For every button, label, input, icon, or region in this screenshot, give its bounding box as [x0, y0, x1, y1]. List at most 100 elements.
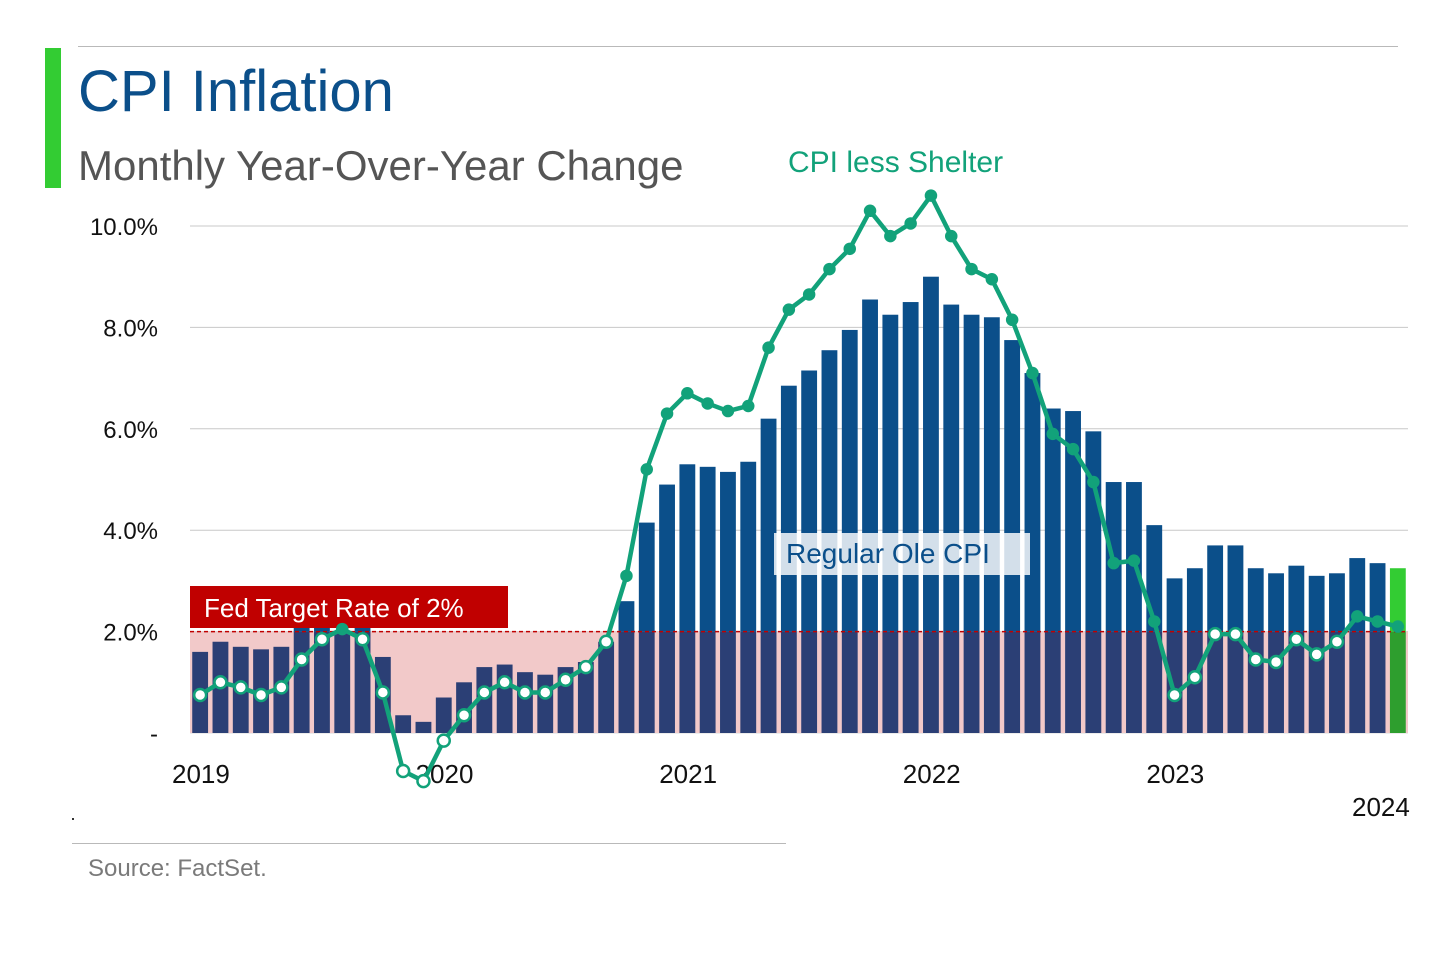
- bar-below-target: [1308, 631, 1325, 733]
- x-tick-label: 2022: [903, 759, 961, 789]
- bar: [983, 317, 1000, 632]
- bar: [1004, 340, 1021, 632]
- bar-series-label: Regular Ole CPI: [786, 538, 990, 569]
- line-point: [701, 397, 714, 410]
- bar-below-target: [1044, 631, 1061, 733]
- bar-below-target: [882, 631, 899, 733]
- bar: [293, 626, 310, 632]
- bar-below-target: [841, 631, 858, 733]
- bar-below-target: [1369, 631, 1386, 733]
- top-rule: [78, 46, 1398, 47]
- y-tick-label: 10.0%: [90, 214, 158, 241]
- source-note: Source: FactSet.: [88, 855, 267, 882]
- bar-below-target: [1349, 631, 1366, 733]
- line-point: [192, 687, 208, 703]
- y-tick-label: 2.0%: [103, 620, 158, 647]
- line-point: [1107, 556, 1120, 570]
- bar-below-target: [1024, 631, 1041, 733]
- line-point: [762, 341, 775, 354]
- line-point: [1005, 313, 1019, 327]
- bar: [1024, 373, 1041, 632]
- y-tick-label: 4.0%: [103, 518, 158, 545]
- bar: [760, 418, 777, 632]
- bar-below-target: [598, 641, 615, 733]
- bar: [801, 370, 818, 632]
- bar-below-target: [821, 631, 838, 733]
- bar-below-target: [1247, 631, 1264, 733]
- bar-below-target: [1207, 631, 1224, 733]
- bar: [1186, 568, 1203, 632]
- bar-below-target: [354, 631, 371, 733]
- bottom-rule: [72, 843, 786, 844]
- stray-mark: [72, 818, 74, 820]
- bar: [1227, 545, 1244, 632]
- line-point: [517, 685, 533, 700]
- bar: [740, 461, 757, 632]
- bar: [1329, 573, 1345, 632]
- bar: [659, 484, 675, 632]
- x-tick-label: 2024: [1352, 792, 1410, 822]
- bar-below-target: [902, 631, 919, 733]
- line-point: [884, 229, 897, 243]
- line-point: [233, 680, 248, 695]
- line-point: [497, 675, 512, 690]
- bar: [882, 314, 899, 632]
- line-point: [681, 387, 694, 400]
- y-tick-labels: - 2.0% 4.0% 6.0% 8.0% 10.0%: [90, 214, 158, 748]
- line-point: [1187, 669, 1203, 685]
- bar-below-target: [659, 631, 675, 733]
- line-point: [823, 262, 836, 276]
- target-label: Fed Target Rate of 2%: [204, 593, 464, 623]
- line-point: [294, 652, 309, 667]
- line-point: [416, 773, 431, 789]
- bar: [1166, 578, 1183, 632]
- bar: [1268, 573, 1284, 632]
- bar: [699, 466, 716, 632]
- line-point: [395, 763, 411, 779]
- line-point: [477, 685, 492, 700]
- accent-bar: [45, 48, 61, 188]
- bar-below-target: [638, 631, 655, 733]
- y-tick-label: -: [150, 721, 158, 748]
- bar-below-target: [923, 631, 939, 733]
- line-point: [620, 569, 633, 583]
- bar-below-target: [699, 631, 716, 733]
- bar-below-target: [618, 631, 635, 733]
- target-line-group: Fed Target Rate of 2%: [190, 586, 1408, 633]
- line-point: [1289, 631, 1304, 647]
- bar-below-target: [1288, 631, 1305, 733]
- bar-below-target: [476, 667, 493, 733]
- bar-below-target: [943, 631, 960, 733]
- line-point: [1026, 366, 1039, 380]
- line-point: [1148, 615, 1161, 628]
- bar-below-target: [780, 631, 797, 733]
- bar-below-target: [1227, 631, 1244, 733]
- line-point: [782, 303, 796, 316]
- line-point: [1066, 442, 1080, 456]
- line-point: [1127, 554, 1141, 567]
- bar-below-target: [334, 631, 351, 733]
- bar: [943, 304, 960, 632]
- line-point: [985, 272, 999, 286]
- line-point: [1351, 610, 1364, 623]
- bar: [1389, 568, 1406, 632]
- bar: [841, 329, 858, 632]
- bar-below-target: [1146, 631, 1163, 733]
- bar-series-label-bg: [774, 533, 1030, 575]
- line-point: [660, 407, 674, 420]
- target-band-fill: [190, 631, 1408, 733]
- line-point: [538, 685, 553, 700]
- line-point: [598, 634, 614, 649]
- x-tick-label: 2021: [659, 759, 717, 789]
- line-point: [721, 404, 735, 418]
- bar-below-target: [577, 662, 594, 733]
- bar: [780, 385, 797, 632]
- bar-below-target: [293, 631, 310, 733]
- bar-below-target: [1329, 631, 1345, 733]
- bar: [1065, 411, 1081, 632]
- line-point: [1228, 626, 1243, 642]
- bar: [1247, 568, 1264, 632]
- bar: [1369, 563, 1386, 632]
- line-point: [802, 288, 816, 301]
